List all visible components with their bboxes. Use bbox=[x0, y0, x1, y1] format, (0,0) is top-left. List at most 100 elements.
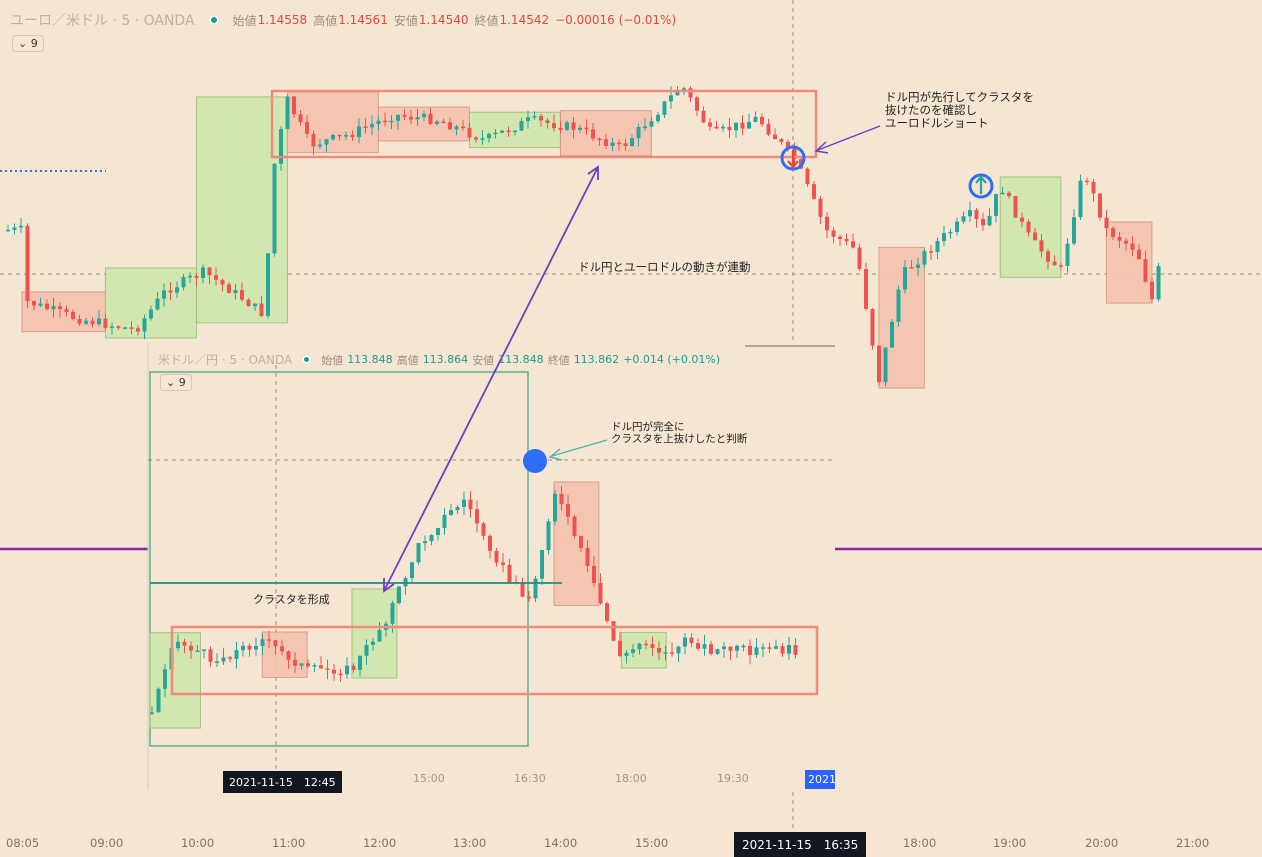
exit-marker bbox=[968, 173, 994, 199]
candle-body bbox=[241, 645, 245, 651]
candle-body bbox=[142, 318, 147, 332]
candle-body bbox=[553, 493, 557, 522]
candle-body bbox=[1052, 261, 1057, 266]
candle-body bbox=[838, 236, 842, 239]
candle-body bbox=[649, 121, 654, 127]
candle-body bbox=[532, 116, 537, 118]
candle-body bbox=[540, 550, 544, 579]
candle-body bbox=[539, 116, 543, 121]
inset-high-label: 高値 bbox=[396, 353, 419, 367]
candle-body bbox=[305, 121, 309, 134]
candle-body bbox=[357, 126, 361, 138]
candle-body bbox=[12, 227, 17, 230]
candle-body bbox=[259, 303, 264, 316]
candle-body bbox=[449, 510, 453, 515]
candle-body bbox=[84, 320, 88, 324]
candle-body bbox=[423, 541, 427, 544]
candle-body bbox=[675, 90, 680, 96]
candle-body bbox=[254, 645, 258, 650]
candle-body bbox=[565, 122, 569, 130]
candle-body bbox=[286, 651, 291, 660]
candle-body bbox=[150, 712, 154, 714]
candle-body bbox=[520, 582, 525, 597]
annotation-linked-movement: ドル円とユーロドルの動きが連動 bbox=[578, 260, 751, 274]
candle-body bbox=[337, 134, 342, 137]
inset-indicator-toggle[interactable]: ⌄ 9 bbox=[160, 374, 192, 391]
candle-body bbox=[468, 499, 473, 510]
main-low-value: 1.14540 bbox=[418, 13, 469, 27]
candle-body bbox=[234, 650, 239, 659]
main-open-label: 始値 bbox=[232, 13, 257, 28]
candle-body bbox=[436, 527, 440, 535]
candle-body bbox=[156, 688, 161, 713]
candle-body bbox=[428, 113, 433, 124]
candle-body bbox=[722, 646, 726, 650]
candle-body bbox=[292, 96, 296, 115]
candle-body bbox=[961, 216, 966, 222]
candle-body bbox=[714, 126, 719, 129]
candle-body bbox=[207, 267, 212, 276]
candle-body bbox=[136, 328, 140, 332]
candle-body bbox=[461, 126, 465, 129]
inset-legend: 米ドル／円 · 5 · OANDA 始値 113.848 高値 113.864 … bbox=[158, 351, 720, 368]
candle-body bbox=[708, 122, 712, 127]
candle-body bbox=[929, 251, 933, 253]
candle-body bbox=[481, 523, 486, 536]
candle-body bbox=[480, 138, 485, 140]
annotation-pointer-breakout bbox=[551, 439, 608, 457]
candle-body bbox=[370, 124, 374, 128]
candle-body bbox=[793, 645, 798, 655]
candle-body bbox=[1104, 217, 1109, 229]
candle-body bbox=[500, 130, 504, 133]
candle-body bbox=[513, 130, 517, 133]
inset-low-value: 113.848 bbox=[498, 353, 544, 366]
candle-body bbox=[1130, 243, 1135, 250]
main-high-value: 1.14561 bbox=[338, 13, 388, 27]
candle-body bbox=[688, 88, 693, 98]
inset-symbol[interactable]: 米ドル／円 · 5 · OANDA bbox=[158, 353, 293, 367]
candle-body bbox=[571, 122, 576, 130]
main-symbol[interactable]: ユーロ／米ドル · 5 · OANDA bbox=[10, 13, 195, 29]
main-x-label: 11:00 bbox=[272, 836, 306, 850]
candle-body bbox=[351, 665, 356, 670]
annotation-usdjpy-breakout: ドル円が完全に クラスタを上抜けしたと判断 bbox=[611, 421, 748, 445]
candle-body bbox=[656, 114, 660, 122]
candle-body bbox=[332, 669, 336, 674]
annotation-cluster-formed: クラスタを形成 bbox=[253, 593, 330, 606]
candle-body bbox=[955, 221, 959, 232]
candle-body bbox=[280, 646, 284, 652]
candle-body bbox=[1085, 180, 1089, 183]
candle-body bbox=[657, 647, 661, 653]
candle-body bbox=[442, 514, 447, 528]
candle-body bbox=[253, 303, 257, 307]
candle-body bbox=[644, 643, 648, 646]
candle-body bbox=[493, 132, 498, 135]
candle-body bbox=[1072, 217, 1076, 244]
arrow-down-icon bbox=[787, 150, 799, 169]
candle-body bbox=[475, 509, 479, 524]
candle-body bbox=[149, 309, 153, 319]
candle-body bbox=[552, 122, 556, 129]
main-indicator-toggle[interactable]: ⌄ 9 bbox=[12, 35, 44, 52]
candle-body bbox=[51, 306, 56, 310]
candle-body bbox=[767, 647, 772, 649]
candle-body bbox=[812, 184, 816, 199]
candle-body bbox=[1156, 266, 1161, 300]
candle-body bbox=[922, 251, 927, 265]
candle-body bbox=[702, 644, 707, 649]
candle-body bbox=[526, 117, 530, 122]
candle-body bbox=[558, 128, 563, 130]
candle-body bbox=[695, 97, 699, 111]
arrow-up-icon bbox=[975, 175, 987, 194]
candle-body bbox=[637, 643, 642, 650]
inset-green-frame bbox=[149, 371, 529, 747]
annotation-eurusd-short: ドル円が先行してクラスタを 抜けたのを確認し ユーロドルショート bbox=[885, 90, 1034, 130]
candle-body bbox=[441, 121, 446, 124]
candle-body bbox=[181, 276, 186, 288]
candle-body bbox=[696, 643, 700, 649]
candle-body bbox=[19, 225, 23, 228]
candle-body bbox=[786, 141, 790, 148]
candle-body bbox=[202, 649, 206, 651]
candle-body bbox=[163, 669, 167, 689]
